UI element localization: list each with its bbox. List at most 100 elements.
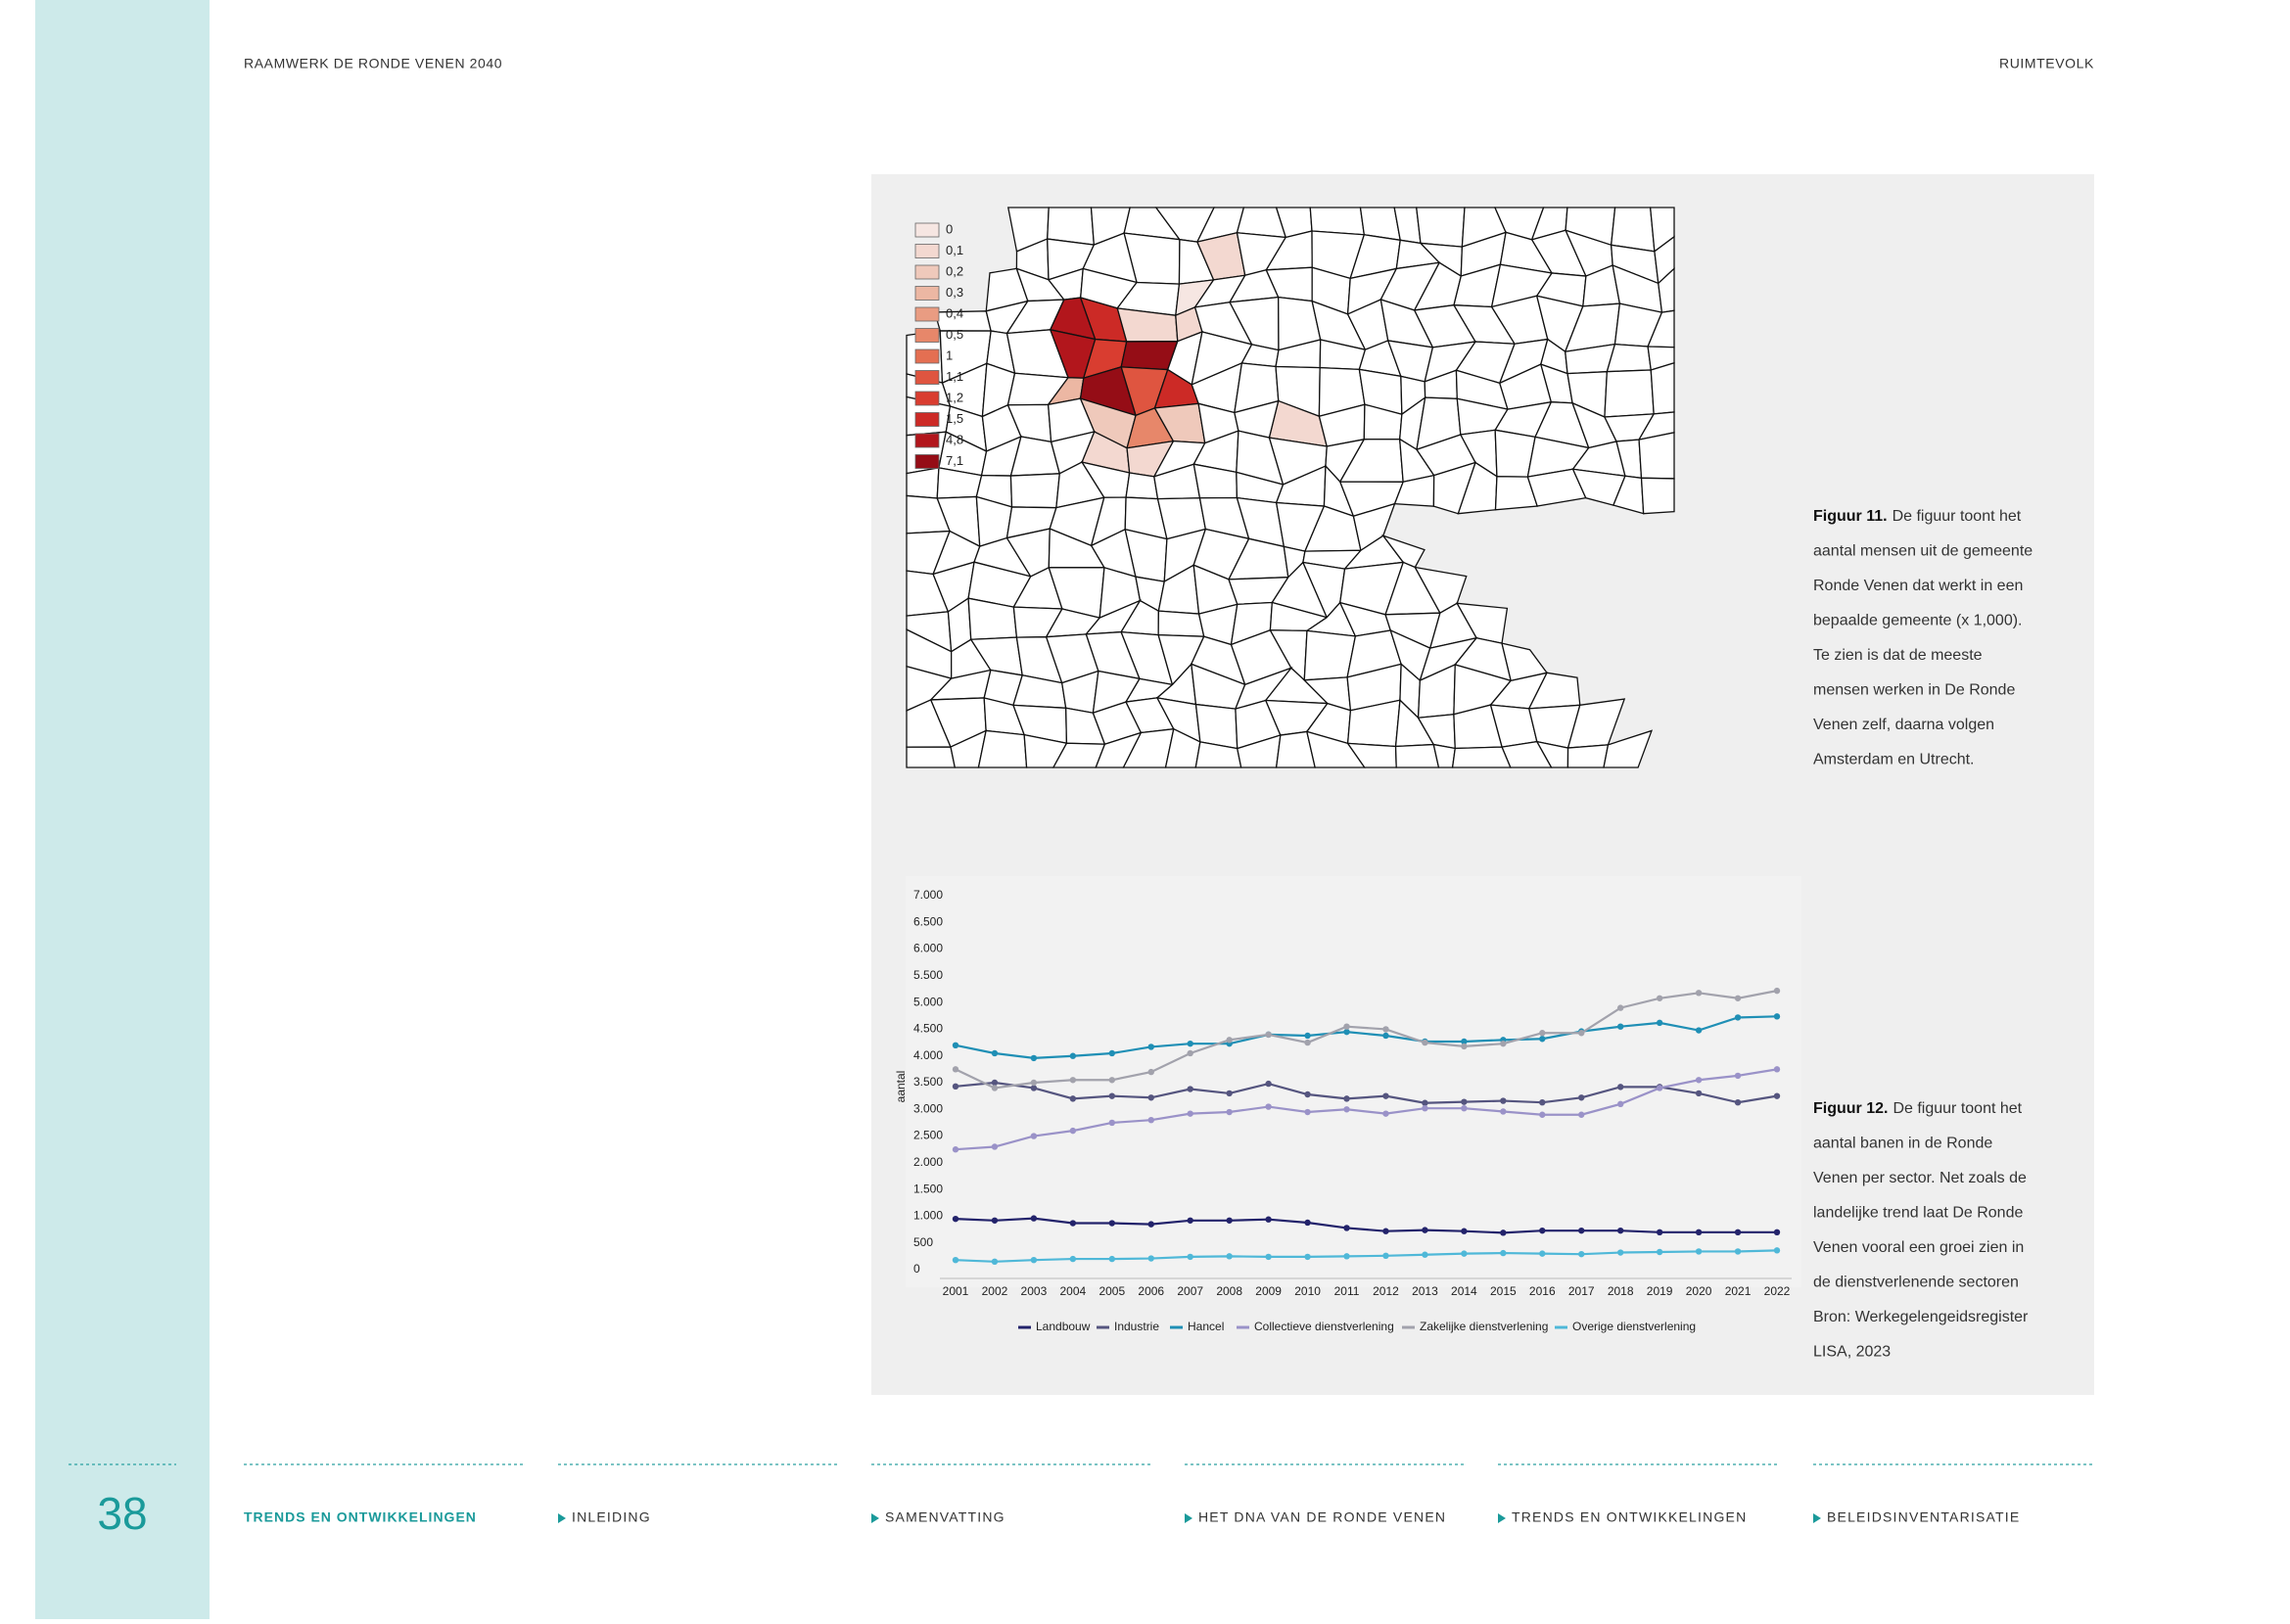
legend-swatch [914,412,940,427]
municipality [1650,361,1675,415]
data-point [1461,1043,1468,1050]
legend-label: Overige dienstverlening [1572,1320,1696,1333]
data-point [1226,1090,1233,1097]
data-point [1695,1229,1703,1236]
data-point [1422,1039,1428,1046]
header-right: RUIMTEVOLK [1999,56,2094,71]
y-tick-label: 2.500 [913,1129,943,1142]
legend-swatch [914,222,940,238]
series-line [955,1081,1778,1104]
data-point [1773,987,1781,995]
data-point [1695,1027,1703,1034]
data-point [1304,1032,1311,1040]
data-point [991,1258,999,1266]
y-tick-label: 3.500 [913,1075,943,1089]
x-tick-label: 2019 [1647,1284,1673,1298]
data-point [1304,1090,1311,1098]
data-point [1734,995,1742,1001]
data-point [1695,1077,1703,1084]
legend-label: 0,3 [946,285,963,300]
nav-link[interactable]: SAMENVATTING [885,1509,1005,1525]
municipality [1394,743,1440,768]
legend-swatch [914,433,940,448]
data-point [1500,1040,1507,1047]
caption-line: aantal banen in de Ronde [1813,1136,1992,1152]
legend-swatch [914,348,940,364]
x-tick-label: 2006 [1138,1284,1164,1298]
data-point [1108,1119,1116,1127]
data-point [1304,1039,1311,1046]
caption-line: Venen zelf, daarna volgen [1813,717,1994,733]
page-number: 38 [97,1488,147,1539]
legend-swatch [914,328,940,343]
municipality [1603,729,1654,768]
caption-line: Figuur 11. De figuur toont het [1813,508,2022,525]
data-point [1656,1019,1663,1027]
data-point [1773,1229,1781,1236]
x-tick-label: 2004 [1060,1284,1087,1298]
nav-link[interactable]: TRENDS EN ONTWIKKELINGEN [1512,1509,1747,1525]
legend-label: 1,2 [946,390,963,404]
data-point [1343,1106,1350,1113]
municipality [1638,432,1675,480]
data-point [1539,1036,1546,1043]
x-tick-label: 2010 [1294,1284,1321,1298]
legend-swatch [914,244,940,258]
data-point [1656,995,1663,1001]
data-point [1422,1104,1428,1112]
y-tick-label: 5.500 [913,968,943,982]
legend-label: 1,1 [946,369,963,384]
caption-line: LISA, 2023 [1813,1344,1891,1361]
x-tick-label: 2021 [1725,1284,1752,1298]
data-point [1461,1104,1468,1112]
caption-line: de dienstverlenende sectoren [1813,1275,2019,1291]
data-point [991,1079,999,1087]
nav-link[interactable]: HET DNA VAN DE RONDE VENEN [1198,1509,1446,1525]
legend-label: 1,5 [946,411,963,426]
data-point [1147,1068,1154,1076]
y-tick-label: 6.000 [913,942,943,955]
data-point [1343,1023,1350,1030]
data-point [1500,1230,1507,1236]
data-point [1147,1094,1154,1101]
data-point [1382,1228,1389,1234]
legend-label: 7,1 [946,453,963,468]
y-tick-label: 500 [913,1235,933,1249]
municipality [1610,207,1656,253]
caption-label: Figuur 11. [1813,508,1888,525]
data-point [1616,1023,1624,1030]
nav-link[interactable]: BELEIDSINVENTARISATIE [1827,1509,2020,1525]
data-point [1226,1037,1233,1044]
data-point [1461,1250,1468,1257]
municipality [906,467,940,499]
data-point [1382,1032,1389,1040]
legend-label: 0,4 [946,305,963,320]
legend-label: Industrie [1114,1320,1159,1333]
x-tick-label: 2013 [1412,1284,1438,1298]
legend-label: 0,1 [946,243,963,257]
y-tick-label: 2.000 [913,1155,943,1169]
data-point [1069,1095,1077,1102]
caption: Figuur 11. De figuur toont het aantal mens… [1813,508,2033,768]
caption-line: mensen werken in De Ronde [1813,682,2015,699]
caption-text: De figuur toont het [1893,508,2022,525]
caption-line: Venen per sector. Net zoals de [1813,1170,2027,1186]
data-point [1656,1248,1663,1256]
legend-label: 4,8 [946,432,963,446]
data-point [1382,1026,1389,1033]
caption-label: Figuur 12. [1813,1100,1888,1117]
municipality [1604,369,1655,418]
data-point [1695,1248,1703,1255]
data-point [1030,1215,1038,1222]
data-point [1187,1217,1193,1224]
data-point [1187,1049,1193,1057]
data-point [991,1217,999,1224]
data-point [1226,1253,1233,1260]
nav-link[interactable]: INLEIDING [572,1509,651,1525]
data-point [1461,1228,1468,1234]
data-point [1030,1133,1038,1139]
data-point [1265,1253,1272,1261]
data-point [1108,1092,1116,1099]
data-point [1147,1221,1154,1228]
data-point [1422,1099,1428,1106]
